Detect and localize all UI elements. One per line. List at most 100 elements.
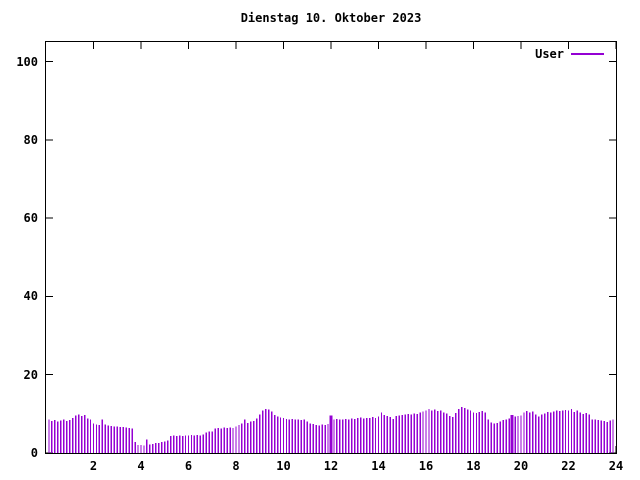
impulse-bar — [181, 435, 184, 453]
impulse-bar — [77, 414, 80, 453]
impulse-bar — [428, 408, 430, 453]
impulse-bar — [389, 416, 392, 453]
impulse-bar — [303, 419, 305, 453]
impulse-bar — [333, 419, 335, 453]
impulse-bar — [193, 435, 196, 453]
impulse-bar — [169, 435, 172, 453]
impulse-bar — [205, 432, 208, 453]
impulse-bar — [526, 411, 528, 453]
impulse-bar — [131, 428, 133, 453]
impulse-bar — [223, 427, 225, 453]
impulse-bar — [532, 411, 534, 453]
impulse-bar — [285, 418, 288, 453]
impulse-bar — [327, 424, 329, 453]
impulse-bar — [104, 424, 107, 453]
impulse-bar — [469, 410, 472, 453]
impulse-bar — [416, 413, 418, 453]
impulse-bar — [318, 425, 320, 453]
impulse-bar — [208, 431, 210, 453]
plot-canvas — [46, 42, 616, 453]
impulse-bar — [517, 415, 519, 453]
impulse-bar — [410, 414, 412, 453]
impulse-bar — [217, 427, 219, 453]
impulse-bar — [535, 414, 537, 453]
impulse-bar — [51, 420, 53, 453]
impulse-bar — [404, 414, 406, 453]
x-tick-label: 2 — [89, 459, 98, 473]
impulse-bar — [232, 427, 234, 453]
impulse-bar — [502, 420, 504, 453]
impulse-bar — [264, 408, 267, 453]
impulse-bar — [294, 419, 297, 453]
y-tick-label: 40 — [23, 289, 38, 304]
impulse-bar — [493, 423, 495, 453]
impulse-bar — [172, 435, 175, 453]
impulse-bar — [146, 439, 148, 453]
impulse-bar — [244, 419, 246, 453]
impulse-bar — [110, 425, 113, 453]
impulse-bar — [107, 425, 110, 453]
impulse-bar — [202, 434, 205, 453]
plot-area: User — [45, 41, 617, 454]
impulse-bar — [187, 435, 190, 453]
chart-title: Dienstag 10. Oktober 2023 — [240, 11, 422, 25]
impulse-bar — [95, 424, 98, 453]
impulse-bar — [354, 418, 356, 453]
impulse-bar — [250, 421, 252, 453]
impulse-bar — [149, 444, 151, 453]
impulse-bar — [214, 428, 216, 453]
impulse-bar — [407, 413, 409, 453]
impulse-bar — [329, 415, 333, 453]
impulse-bar — [291, 418, 294, 453]
impulse-bar — [463, 407, 466, 453]
impulse-bar — [452, 416, 454, 453]
impulse-bar — [425, 410, 427, 453]
impulse-bar — [63, 419, 65, 453]
impulse-bar — [270, 411, 273, 453]
impulse-bar — [267, 409, 270, 453]
impulse-bar — [380, 412, 383, 453]
impulse-bar — [431, 410, 433, 453]
impulse-bar — [457, 408, 460, 453]
impulse-bar — [297, 419, 300, 453]
impulse-bar — [247, 422, 249, 453]
impulse-bar — [523, 412, 525, 453]
impulse-bar — [446, 413, 448, 453]
impulse-bar — [175, 435, 178, 453]
impulse-bar — [54, 420, 56, 453]
x-tick-label: 22 — [561, 459, 576, 473]
impulse-bar — [339, 419, 341, 453]
impulse-bar — [83, 415, 86, 453]
impulse-bar — [158, 442, 160, 453]
impulse-bar — [449, 416, 451, 453]
impulse-bar — [312, 424, 314, 453]
impulse-bar — [487, 419, 490, 453]
impulse-bar — [440, 410, 442, 453]
impulse-bar — [253, 420, 255, 453]
x-tick-label: 4 — [137, 459, 145, 473]
impulse-bar — [241, 423, 243, 453]
impulse-bar — [262, 410, 264, 453]
y-tick-label: 80 — [23, 132, 38, 147]
impulse-bar — [288, 419, 291, 453]
x-tick-label: 24 — [608, 459, 624, 473]
impulse-bar — [235, 426, 237, 453]
impulse-bar — [196, 434, 199, 453]
impulse-bar — [573, 411, 576, 453]
impulse-bar — [259, 414, 261, 453]
impulse-bar — [567, 410, 570, 453]
impulse-bar — [365, 418, 368, 453]
impulse-bar — [167, 440, 169, 453]
impulse-bar — [475, 413, 478, 453]
impulse-bar — [555, 410, 558, 453]
impulse-bar — [74, 415, 77, 453]
impulse-bar — [609, 420, 611, 453]
impulse-bar — [386, 415, 389, 453]
impulse-bar — [279, 417, 282, 453]
impulse-bar — [199, 435, 202, 453]
impulse-bar — [306, 421, 308, 453]
x-tick-label: 12 — [323, 459, 339, 473]
impulse-bar — [351, 418, 353, 453]
legend-line-sample — [571, 53, 604, 55]
